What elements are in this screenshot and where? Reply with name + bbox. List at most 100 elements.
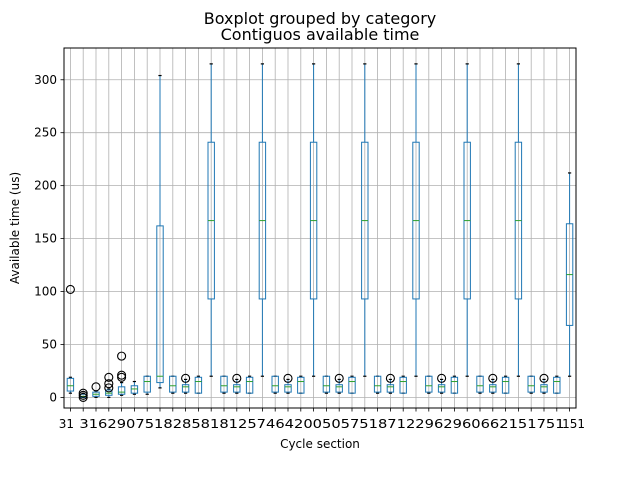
box-group <box>463 63 471 377</box>
box-group <box>117 351 127 396</box>
box-group <box>527 375 535 394</box>
box-group <box>194 375 203 394</box>
outlier-point <box>437 373 447 383</box>
outlier-point <box>78 388 88 398</box>
outlier-point <box>539 373 549 383</box>
box-group <box>425 375 433 394</box>
outlier-point <box>334 373 344 383</box>
y-tick-label: 0 <box>49 390 57 404</box>
box-iqr <box>245 376 254 394</box>
y-tick-label: 100 <box>34 285 57 299</box>
box-group <box>348 375 356 394</box>
box-group <box>143 375 151 395</box>
box-iqr <box>386 384 395 393</box>
box-group <box>130 380 139 395</box>
box-group <box>476 375 484 394</box>
outlier-point <box>181 373 191 383</box>
chart-title: Contiguos available time <box>221 25 420 44</box>
box-group <box>553 375 561 394</box>
box-iqr <box>540 384 548 393</box>
outlier-point <box>65 284 75 294</box>
y-tick-label: 300 <box>34 73 57 87</box>
box-group <box>271 375 279 394</box>
plot-frame <box>63 47 577 409</box>
box-group <box>104 372 114 399</box>
box-group <box>412 63 420 377</box>
outlier-point <box>385 373 395 383</box>
box-iqr <box>437 384 446 393</box>
axis-layer: 0 50 100 150 200 250 300 31 31629075182858181257… <box>34 73 585 431</box>
box-iqr <box>169 375 177 393</box>
box-group <box>539 373 549 394</box>
box-group <box>91 382 101 399</box>
x-axis-label: Cycle section <box>280 437 360 451</box>
box-iqr <box>425 375 433 393</box>
box-iqr <box>476 375 484 393</box>
outlier-point <box>283 373 293 383</box>
box-group <box>258 63 267 377</box>
box-iqr <box>348 376 356 394</box>
box-iqr <box>233 384 241 393</box>
box-group <box>488 373 498 394</box>
x-tick-label-last: 151 <box>562 417 585 431</box>
box-iqr <box>450 376 459 394</box>
y-tick-label: 50 <box>42 337 57 351</box>
box-group <box>361 63 369 377</box>
box-group <box>385 373 395 394</box>
box-iqr <box>284 384 292 393</box>
box-group <box>450 375 459 394</box>
box-group <box>514 63 523 377</box>
y-tick-label: 250 <box>34 126 57 140</box>
box-iqr <box>501 376 510 394</box>
box-group <box>373 375 382 394</box>
box-group <box>565 172 574 377</box>
x-tick-labels-overlapping: 3162907518285818125746420050575187122962… <box>79 417 564 431</box>
outlier-point <box>117 370 127 380</box>
box-group <box>334 373 344 394</box>
x-tick-label-first: 31 <box>59 417 74 431</box>
box-iqr <box>143 375 151 393</box>
y-axis-label: Available time (us) <box>8 172 22 284</box>
box-iqr <box>105 389 113 396</box>
box-group <box>220 375 228 394</box>
y-tick-label: 150 <box>34 232 57 246</box>
box-group <box>283 373 293 394</box>
outlier-point <box>104 379 114 389</box>
box-iqr <box>553 376 561 394</box>
outlier-point <box>91 382 101 392</box>
box-layer <box>65 63 574 402</box>
outlier-point <box>232 373 242 383</box>
box-group <box>78 388 88 402</box>
box-group <box>437 373 447 394</box>
box-iqr <box>271 375 279 393</box>
box-iqr <box>322 375 331 393</box>
y-tick-label: 200 <box>34 179 57 193</box>
box-iqr <box>194 376 203 394</box>
box-group <box>181 373 191 394</box>
box-iqr <box>66 377 75 392</box>
box-iqr <box>489 384 497 393</box>
box-iqr <box>156 225 164 384</box>
box-group <box>169 375 177 394</box>
outlier-point <box>117 351 127 361</box>
box-group <box>399 375 407 394</box>
box-iqr <box>297 376 305 394</box>
box-group <box>65 284 75 394</box>
box-iqr <box>335 384 343 393</box>
box-iqr <box>373 375 382 393</box>
box-group <box>245 375 254 394</box>
box-iqr <box>399 376 407 394</box>
box-group <box>297 375 305 394</box>
box-group <box>309 63 318 377</box>
chart-suptitle: Boxplot grouped by category <box>204 9 436 28</box>
box-iqr <box>130 385 139 394</box>
box-group <box>501 375 510 394</box>
box-iqr <box>117 386 126 395</box>
box-iqr <box>527 375 535 393</box>
box-group <box>232 373 242 394</box>
outlier-point <box>104 372 114 382</box>
box-group <box>322 375 331 394</box>
box-group <box>156 74 164 389</box>
